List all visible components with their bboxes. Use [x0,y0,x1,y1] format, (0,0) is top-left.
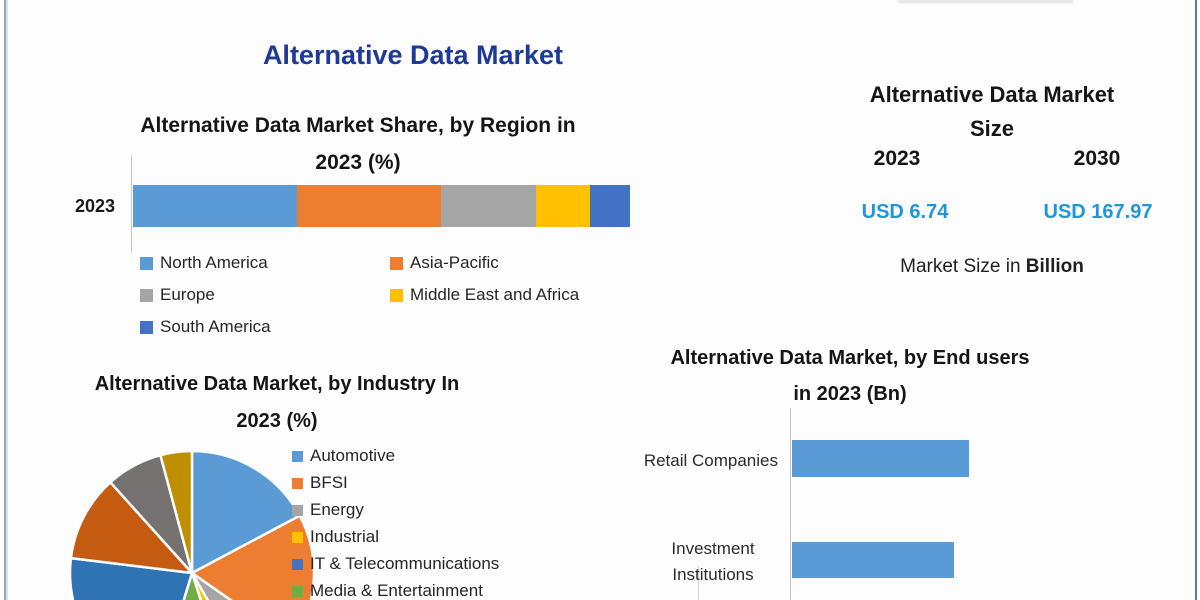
pie-slice [190,572,210,600]
region-legend-item: Europe [140,285,390,305]
legend-swatch [140,288,153,302]
market-size-title: Alternative Data Market Size [842,78,1142,146]
market-size-title-line1: Alternative Data Market [869,82,1115,107]
market-size-caption: Market Size in Billion [842,256,1142,278]
pie-slice [182,568,203,600]
market-size-title-line2: Size [969,116,1015,141]
legend-swatch [292,558,303,570]
legend-label: North America [160,253,268,272]
market-size-year-2023: 2023 [873,147,921,170]
legend-swatch [292,585,303,597]
pie-slice [189,514,316,600]
legend-label: Energy [310,500,364,519]
market-size-caption-unit: Billion [1025,256,1084,277]
region-chart-axis-line [131,155,132,253]
industry-legend-item: Industrial [292,527,499,547]
legend-label: Europe [160,285,215,304]
legend-label: BFSI [310,473,348,492]
legend-label: Media & Entertainment [310,581,483,600]
legend-swatch [140,320,153,334]
legend-label: Industrial [310,527,379,546]
pie-slice [190,571,233,600]
industry-legend-item: Energy [292,500,499,520]
end-users-chart-title: Alternative Data Market, by End users in… [600,340,1100,412]
region-legend-item: South America [140,317,390,337]
end-users-frame-line [698,566,699,600]
legend-label: Automotive [310,446,396,465]
region-bar-segment [133,185,297,227]
legend-swatch [390,256,403,270]
legend-swatch [292,450,303,462]
region-bar-segment [535,185,591,227]
industry-chart-title-line1: Alternative Data Market, by Industry In [94,373,460,395]
industry-chart-title: Alternative Data Market, by Industry In … [77,366,477,440]
industry-legend-item: IT & Telecommunications [292,554,499,574]
end-users-bar-label-retail: Retail Companies [643,451,778,470]
region-bar-segment [297,185,442,227]
region-chart-title-line2: 2023 (%) [315,151,401,174]
region-chart-category-label: 2023 [74,196,115,216]
industry-chart-title-line2: 2023 (%) [236,410,318,432]
region-legend-item: North America [140,253,390,273]
industry-chart-legend: Automotive BFSI Energy Industrial IT & Telec… [292,446,499,600]
industry-legend-item: Media & Entertainment [292,581,499,600]
legend-label: Asia-Pacific [410,253,499,272]
market-size-value-2030: USD 167.97 [1043,201,1153,223]
legend-swatch [292,477,303,489]
market-size-caption-prefix: Market Size in [900,256,1026,277]
region-chart-legend: North America Asia-Pacific Europe Middle Ea… [140,253,579,337]
end-users-bar-retail [792,440,969,477]
legend-swatch [140,256,153,270]
pie-slice [68,556,194,600]
industry-legend-item: BFSI [292,473,499,493]
legend-label: South America [160,317,271,336]
end-users-chart-title-line2: in 2023 (Bn) [793,383,907,405]
legend-label: Middle East and Africa [410,285,580,304]
industry-legend-item: Automotive [292,446,499,466]
end-users-axis-line [790,408,791,600]
market-size-value-2023: USD 6.74 [861,201,949,223]
legend-swatch [292,531,303,543]
page-title: Alternative Data Market [262,40,564,70]
region-bar-segment [441,185,536,227]
pie-slice [158,449,194,574]
legend-label: IT & Telecommunications [310,554,500,573]
industry-pie [68,449,316,600]
right-border-line [1195,0,1197,600]
cropped-text-remnant [898,0,1073,3]
region-chart-title-line1: Alternative Data Market Share, by Region… [140,114,576,137]
region-bar-segment [590,185,630,227]
region-chart-title: Alternative Data Market Share, by Region… [108,107,608,181]
left-border-line [4,0,6,600]
end-users-chart-title-line1: Alternative Data Market, by End users [670,347,1030,369]
end-users-bar-label-investment-line1: Investment [671,539,755,558]
legend-swatch [292,504,303,516]
region-legend-item: Middle East and Africa [390,285,579,305]
end-users-bar-investment [792,542,954,578]
region-legend-item: Asia-Pacific [390,253,579,273]
end-users-bar-label-investment-line2: Institutions [672,565,754,584]
region-stacked-bar [133,185,630,227]
legend-swatch [390,288,403,302]
market-size-year-2030: 2030 [1073,147,1121,170]
end-users-bar-label-investment: Investment Institutions [648,536,778,588]
pie-slice [69,480,196,575]
